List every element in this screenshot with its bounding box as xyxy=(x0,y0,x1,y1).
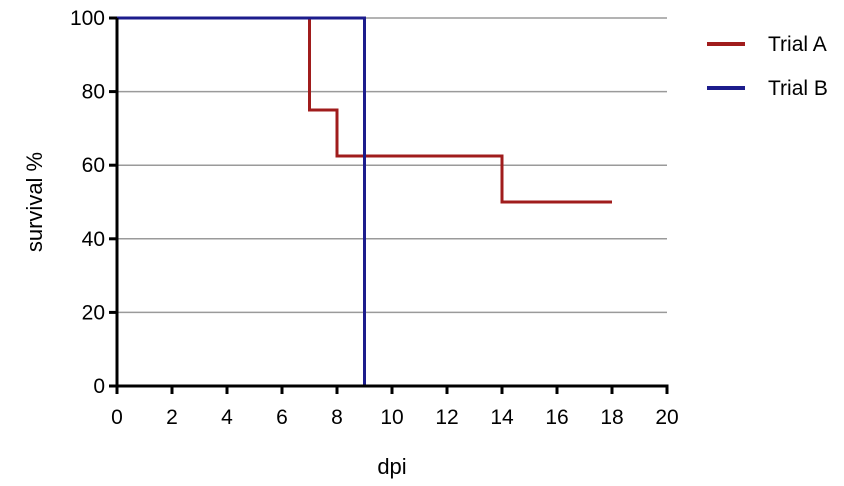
x-tick-label-6: 6 xyxy=(276,406,288,429)
x-tick-label-16: 16 xyxy=(545,406,568,429)
series-lines xyxy=(117,16,612,386)
y-tick-label-20: 20 xyxy=(82,301,105,324)
y-tick-label-0: 0 xyxy=(93,375,105,398)
series-line-trial-b xyxy=(117,16,366,386)
y-axis-title: survival % xyxy=(22,152,47,252)
x-tick-label-0: 0 xyxy=(111,406,123,429)
tick-labels: 0 20 40 60 80 100 0 2 4 6 8 10 12 14 16 18 20 xyxy=(70,7,679,429)
gridlines xyxy=(117,17,667,314)
x-tick-label-14: 14 xyxy=(490,406,514,429)
legend: Trial A Trial B xyxy=(707,33,828,100)
y-tick-label-40: 40 xyxy=(82,228,105,251)
y-tick-label-80: 80 xyxy=(82,81,105,104)
y-tick-label-100: 100 xyxy=(70,7,105,30)
x-tick-label-4: 4 xyxy=(221,406,233,429)
x-tick-label-10: 10 xyxy=(380,406,403,429)
x-tick-label-18: 18 xyxy=(600,406,623,429)
x-tick-label-8: 8 xyxy=(331,406,343,429)
x-axis-title: dpi xyxy=(377,454,406,479)
y-tick-label-60: 60 xyxy=(82,154,105,177)
x-tick-label-2: 2 xyxy=(166,406,178,429)
axes xyxy=(109,16,669,394)
x-tick-label-20: 20 xyxy=(655,406,678,429)
legend-label-trial-a: Trial A xyxy=(768,33,827,56)
series-line-trial-a xyxy=(117,16,612,204)
x-tick-label-12: 12 xyxy=(435,406,458,429)
legend-label-trial-b: Trial B xyxy=(768,77,828,100)
